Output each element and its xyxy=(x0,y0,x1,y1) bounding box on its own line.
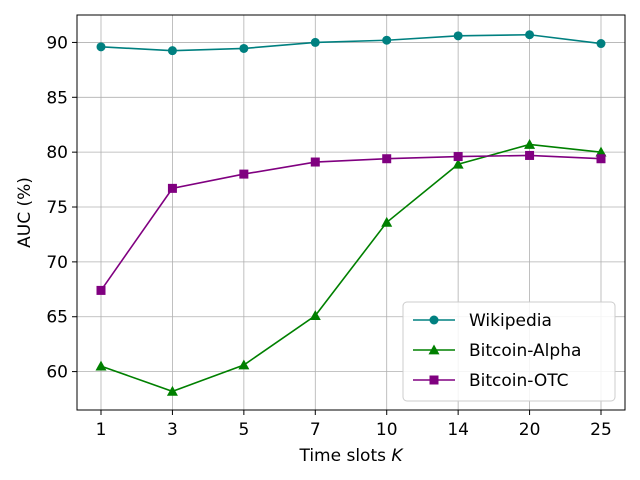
data-point-bitcoin-alpha xyxy=(166,385,178,396)
x-tick-label: 1 xyxy=(96,420,107,440)
data-point-bitcoin-alpha xyxy=(381,216,393,227)
x-tick-label: 5 xyxy=(238,420,249,440)
x-tick-label: 14 xyxy=(447,420,469,440)
legend-item-wikipedia: Wikipedia xyxy=(413,311,552,331)
x-tick-label: 3 xyxy=(167,420,178,440)
series-wikipedia xyxy=(96,30,606,56)
legend-marker xyxy=(428,344,440,355)
data-point-bitcoin-otc xyxy=(453,152,463,162)
series-bitcoin-otc xyxy=(96,150,606,295)
data-point-bitcoin-otc xyxy=(239,169,249,179)
x-axis-label-text: Time slots xyxy=(298,446,391,466)
data-point-wikipedia xyxy=(167,46,177,56)
series-line-bitcoin-otc xyxy=(100,154,602,291)
legend-box xyxy=(402,301,616,402)
legend-item-bitcoin-alpha: Bitcoin-Alpha xyxy=(413,341,581,361)
y-tick-label: 70 xyxy=(46,253,68,273)
data-point-bitcoin-alpha xyxy=(524,138,536,149)
data-point-bitcoin-otc xyxy=(310,157,320,167)
legend-label: Wikipedia xyxy=(469,311,552,331)
data-point-bitcoin-otc xyxy=(596,154,606,164)
y-tick-label: 80 xyxy=(46,143,68,163)
data-point-wikipedia xyxy=(382,35,392,45)
series-bitcoin-alpha xyxy=(95,138,607,396)
plot-frame xyxy=(76,14,626,411)
y-tick-label: 75 xyxy=(46,198,68,218)
data-point-bitcoin-alpha xyxy=(452,158,464,169)
data-point-bitcoin-otc xyxy=(96,285,106,295)
data-point-wikipedia xyxy=(596,39,606,49)
legend-label: Bitcoin-Alpha xyxy=(469,341,581,361)
y-tick-label: 60 xyxy=(46,363,68,383)
data-point-bitcoin-alpha xyxy=(238,359,250,370)
x-axis-label: Time slots K xyxy=(298,446,404,466)
data-point-wikipedia xyxy=(525,30,535,40)
data-point-bitcoin-alpha xyxy=(595,146,607,157)
legend-label: Bitcoin-OTC xyxy=(469,371,569,391)
x-axis-label-variable: K xyxy=(391,446,404,466)
data-point-bitcoin-alpha xyxy=(95,360,107,371)
y-axis-label: AUC (%) xyxy=(15,177,35,248)
legend-item-bitcoin-otc: Bitcoin-OTC xyxy=(413,371,569,391)
data-point-wikipedia xyxy=(310,37,320,47)
x-tick-label: 25 xyxy=(590,420,612,440)
legend: Wikipedia Bitcoin-Alpha Bitcoin-OTC xyxy=(402,301,616,402)
series-line-wikipedia xyxy=(100,33,602,52)
legend-marker xyxy=(429,375,439,385)
data-point-wikipedia xyxy=(96,42,106,52)
data-point-bitcoin-otc xyxy=(167,183,177,193)
x-tick-label: 7 xyxy=(310,420,321,440)
y-tick-label: 65 xyxy=(46,308,68,328)
y-tick-label: 90 xyxy=(46,33,68,53)
data-point-bitcoin-otc xyxy=(382,154,392,164)
legend-marker xyxy=(429,315,439,325)
data-point-wikipedia xyxy=(453,31,463,41)
tick-layer: 1 3 5 7 10 14 20 25 60 65 70 75 80 85 90 xyxy=(46,33,611,440)
data-point-wikipedia xyxy=(239,43,249,53)
data-point-bitcoin-otc xyxy=(525,150,535,160)
x-tick-label: 10 xyxy=(376,420,398,440)
x-tick-label: 20 xyxy=(519,420,541,440)
series-line-bitcoin-alpha xyxy=(100,143,602,393)
series-layer xyxy=(95,30,607,396)
data-point-bitcoin-alpha xyxy=(309,310,321,321)
y-tick-label: 85 xyxy=(46,88,68,108)
